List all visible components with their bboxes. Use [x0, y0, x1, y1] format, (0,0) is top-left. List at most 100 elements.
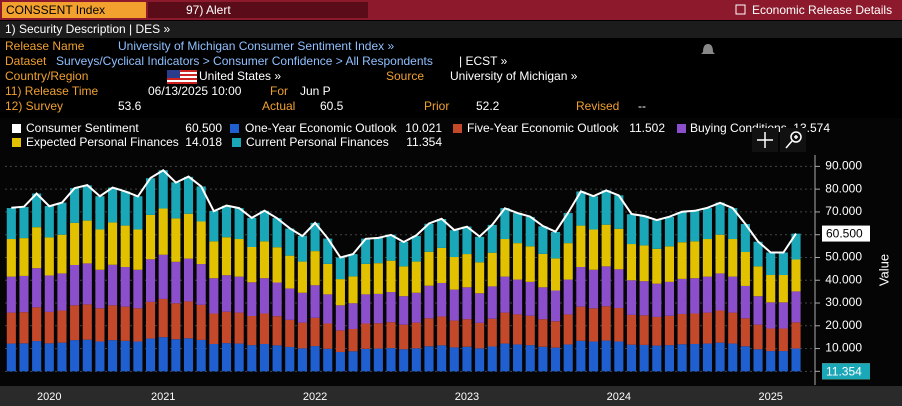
bar-segment: [221, 205, 232, 238]
source[interactable]: University of Michigan »: [450, 69, 578, 83]
bar-segment: [639, 315, 649, 345]
bar-segment: [487, 286, 497, 319]
legend-name: One-Year Economic Outlook: [245, 121, 398, 135]
bar-segment: [513, 314, 523, 345]
bar-segment: [462, 226, 472, 255]
bar-segment: [677, 242, 687, 279]
release-time: 06/13/2025 10:00: [148, 84, 242, 98]
bar-segment: [740, 285, 750, 319]
legend-value: 10.021: [405, 121, 442, 135]
bar-segment: [44, 237, 54, 276]
bar-segment: [19, 343, 29, 372]
ticker-box[interactable]: [2, 2, 146, 18]
bar-segment: [19, 206, 29, 239]
bell-icon[interactable]: [701, 44, 715, 54]
bar-segment: [209, 241, 219, 279]
bar-segment: [487, 224, 497, 253]
value-tag: [822, 225, 870, 242]
bar-segment: [373, 323, 383, 349]
bar-segment: [95, 229, 105, 270]
dataset-code[interactable]: | ECST »: [459, 54, 508, 68]
legend-name: Expected Personal Finances: [26, 135, 179, 149]
bar-segment: [386, 260, 396, 293]
bar-segment: [57, 342, 67, 372]
dataset[interactable]: Surveys/Cyclical Indicators > Consumer C…: [56, 54, 433, 68]
bar-segment: [57, 310, 67, 343]
bar-segment: [614, 195, 624, 229]
bar-segment: [639, 245, 649, 282]
bar-segment: [424, 223, 434, 252]
bar-segment: [158, 208, 168, 255]
bar-segment: [297, 322, 307, 349]
bar-segment: [702, 208, 712, 240]
bar-segment: [209, 344, 219, 372]
alert[interactable]: 97) Alert: [186, 3, 231, 17]
bar-segment: [120, 191, 130, 226]
country[interactable]: United States »: [199, 69, 281, 83]
bar-segment: [677, 278, 687, 314]
bar-segment: [133, 269, 143, 309]
popout-icon[interactable]: [735, 4, 746, 15]
bar-segment: [19, 275, 29, 313]
bar-segment: [513, 344, 523, 372]
bar-segment: [183, 301, 194, 339]
bar-segment: [19, 238, 29, 276]
bar-segment: [259, 313, 270, 345]
legend-swatch: [12, 124, 21, 133]
y-tick-label: 70.000: [825, 204, 862, 218]
ticker[interactable]: CONSSENT Index: [6, 3, 105, 17]
legend-name: Five-Year Economic Outlook: [467, 121, 620, 135]
bar-segment: [361, 294, 371, 324]
bar-segment: [399, 324, 409, 350]
alert-box[interactable]: [148, 2, 368, 18]
bar-segment: [449, 230, 459, 258]
bar-segment: [563, 344, 573, 372]
bar-segment: [614, 269, 624, 309]
bar-segment: [588, 229, 599, 270]
bar-segment: [753, 349, 763, 372]
bar-segment: [424, 346, 434, 372]
zoom-button[interactable]: [780, 128, 806, 152]
x-tick-label: 2022: [303, 391, 327, 403]
bar-segment: [437, 316, 447, 346]
bar-segment: [664, 315, 675, 346]
bar-segment: [32, 268, 42, 308]
release-name[interactable]: University of Michigan Consumer Sentimen…: [118, 39, 394, 53]
bar-segment: [715, 273, 725, 311]
bar-segment: [133, 229, 143, 270]
value-tag-label: 11.354: [826, 365, 862, 379]
bar-segment: [677, 313, 687, 345]
bar-segment: [690, 210, 700, 242]
bar-segment: [171, 303, 181, 340]
bar-segment: [323, 294, 333, 324]
bar-segment: [183, 258, 194, 302]
bar-segment: [411, 348, 421, 372]
bar-segment: [500, 239, 510, 277]
y-tick-label: 30.000: [825, 295, 862, 309]
bar-segment: [82, 185, 92, 221]
label: For: [270, 84, 288, 98]
bar-segment: [108, 222, 118, 265]
legend-name: Consumer Sentiment: [26, 121, 139, 135]
bar-segment: [70, 264, 80, 306]
chart-tools[interactable]: [752, 128, 806, 152]
bar-segment: [626, 314, 637, 345]
x-tick-label: 2023: [455, 391, 479, 403]
y-tick-label: 80.000: [825, 181, 862, 195]
legend: Consumer Sentiment 60.500 One-Year Economi…: [12, 121, 830, 149]
bar-segment: [538, 287, 548, 320]
bar-segment: [639, 344, 649, 372]
bar-segment: [6, 276, 16, 313]
bar-segment: [285, 346, 295, 372]
bar-segment: [690, 344, 700, 372]
bar-segment: [563, 243, 573, 280]
bar-segment: [715, 202, 725, 235]
bar-segment: [209, 210, 219, 242]
bar-segment: [386, 322, 396, 349]
security-description[interactable]: 1) Security Description | DES »: [5, 22, 171, 36]
bar-segment: [171, 339, 181, 372]
bar-segment: [614, 228, 624, 270]
bar-segment: [791, 259, 801, 292]
bar-segment: [247, 345, 257, 372]
